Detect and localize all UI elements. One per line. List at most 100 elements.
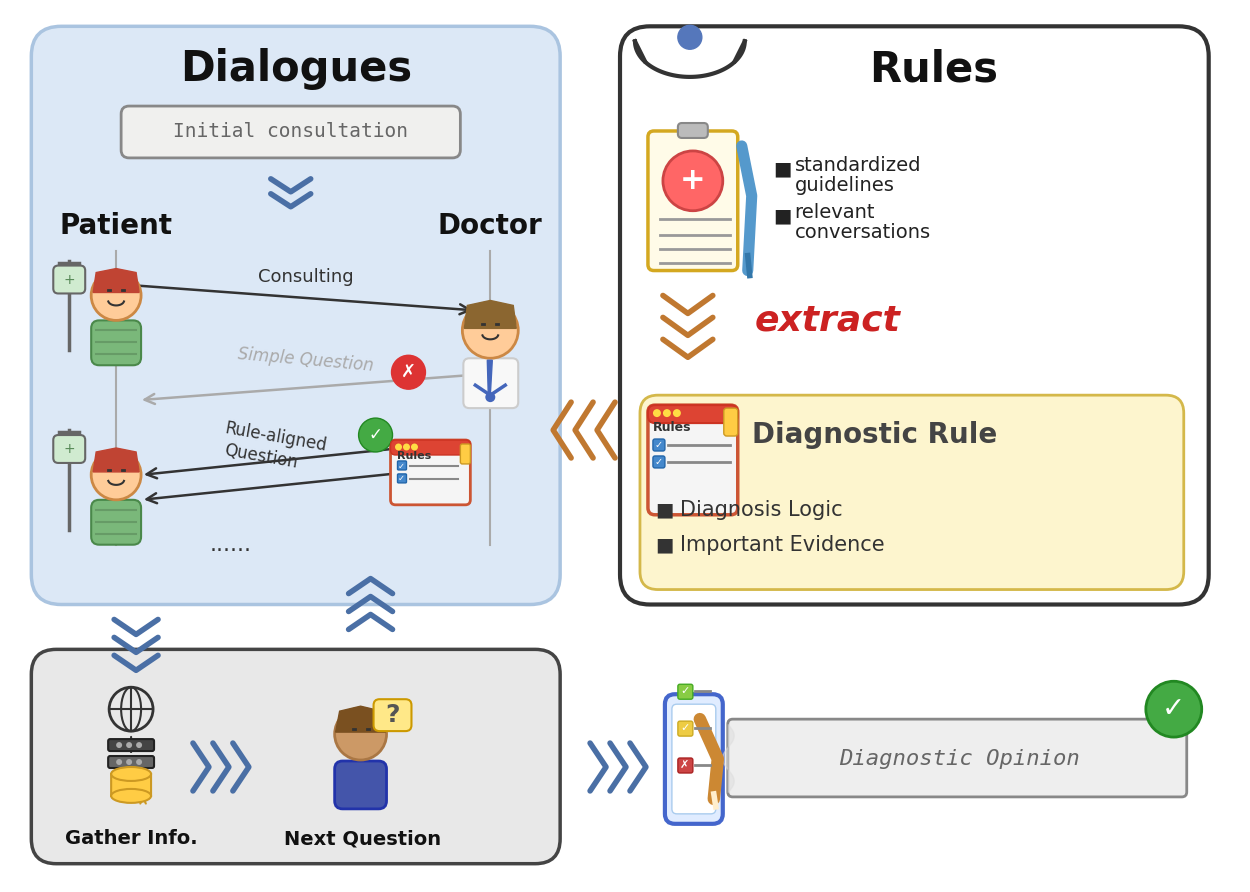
Text: Patient: Patient — [60, 211, 172, 240]
Circle shape — [91, 270, 141, 320]
Text: ✗: ✗ — [401, 363, 416, 381]
FancyBboxPatch shape — [374, 699, 411, 731]
FancyBboxPatch shape — [620, 26, 1209, 605]
Text: ✗: ✗ — [680, 760, 690, 770]
Text: standardized: standardized — [795, 156, 921, 176]
FancyBboxPatch shape — [648, 405, 738, 423]
Circle shape — [126, 742, 132, 748]
Text: Initial consultation: Initial consultation — [174, 122, 409, 142]
Text: Diagnostic Rule: Diagnostic Rule — [751, 421, 998, 449]
Circle shape — [335, 708, 386, 760]
FancyBboxPatch shape — [728, 719, 1186, 797]
FancyBboxPatch shape — [390, 440, 470, 455]
FancyBboxPatch shape — [678, 123, 707, 138]
FancyBboxPatch shape — [31, 26, 560, 605]
Circle shape — [662, 409, 671, 417]
FancyBboxPatch shape — [121, 106, 460, 158]
FancyBboxPatch shape — [109, 756, 154, 768]
FancyBboxPatch shape — [652, 439, 665, 451]
Text: ■: ■ — [655, 500, 674, 519]
FancyBboxPatch shape — [54, 266, 85, 293]
Polygon shape — [94, 448, 139, 472]
Text: ✓: ✓ — [655, 457, 662, 467]
FancyBboxPatch shape — [665, 694, 722, 824]
Text: conversations: conversations — [795, 223, 931, 242]
FancyBboxPatch shape — [640, 395, 1184, 590]
FancyBboxPatch shape — [398, 461, 406, 470]
Circle shape — [126, 759, 132, 765]
FancyBboxPatch shape — [460, 444, 470, 464]
FancyBboxPatch shape — [111, 774, 151, 796]
Text: relevant: relevant — [795, 203, 875, 222]
Text: Rules: Rules — [870, 48, 999, 90]
FancyBboxPatch shape — [335, 761, 386, 809]
Circle shape — [402, 443, 410, 450]
Text: ✓: ✓ — [680, 723, 690, 733]
FancyBboxPatch shape — [648, 131, 738, 270]
Text: Doctor: Doctor — [438, 211, 542, 240]
FancyBboxPatch shape — [678, 721, 692, 736]
Text: ■: ■ — [774, 160, 792, 178]
Text: extract: extract — [755, 303, 900, 337]
Text: ✓: ✓ — [1162, 695, 1185, 723]
Text: Rules: Rules — [396, 451, 431, 461]
Text: ✓: ✓ — [655, 440, 662, 450]
Text: +: + — [680, 166, 706, 195]
Text: ......: ...... — [210, 534, 252, 555]
Circle shape — [116, 759, 122, 765]
FancyBboxPatch shape — [390, 440, 470, 505]
Text: Gather Info.: Gather Info. — [65, 830, 198, 848]
FancyBboxPatch shape — [678, 758, 692, 773]
Circle shape — [672, 409, 681, 417]
Circle shape — [462, 302, 519, 359]
Circle shape — [662, 151, 722, 211]
Text: ✓: ✓ — [369, 426, 382, 444]
Circle shape — [391, 355, 425, 389]
Circle shape — [485, 392, 495, 402]
FancyBboxPatch shape — [648, 405, 738, 515]
Text: Diagnosis Logic: Diagnosis Logic — [680, 500, 842, 520]
Text: Dialogues: Dialogues — [180, 48, 411, 90]
Text: ✓: ✓ — [398, 461, 405, 470]
Text: guidelines: guidelines — [795, 177, 895, 195]
FancyBboxPatch shape — [672, 704, 716, 814]
FancyBboxPatch shape — [91, 500, 141, 545]
Circle shape — [652, 409, 661, 417]
Polygon shape — [488, 360, 492, 395]
FancyBboxPatch shape — [31, 649, 560, 863]
Text: ■: ■ — [655, 535, 674, 554]
Circle shape — [395, 443, 402, 450]
Text: Next Question: Next Question — [284, 830, 441, 848]
Ellipse shape — [111, 789, 151, 803]
FancyBboxPatch shape — [678, 684, 692, 699]
Circle shape — [136, 742, 142, 748]
Polygon shape — [464, 301, 516, 328]
Text: +: + — [64, 273, 75, 286]
Text: +: + — [64, 442, 75, 456]
Text: ?: ? — [385, 703, 400, 727]
Text: Simple Question: Simple Question — [238, 345, 374, 376]
Text: Important Evidence: Important Evidence — [680, 534, 885, 555]
Circle shape — [411, 443, 418, 450]
Circle shape — [1146, 681, 1201, 737]
Text: Diagnostic Opinion: Diagnostic Opinion — [839, 749, 1080, 769]
FancyBboxPatch shape — [91, 320, 141, 365]
Polygon shape — [336, 706, 385, 732]
Circle shape — [678, 25, 701, 49]
FancyBboxPatch shape — [724, 409, 738, 436]
Ellipse shape — [111, 767, 151, 781]
FancyBboxPatch shape — [54, 435, 85, 463]
Text: ✓: ✓ — [398, 475, 405, 483]
FancyBboxPatch shape — [398, 474, 406, 483]
FancyBboxPatch shape — [464, 359, 519, 409]
Text: Consulting: Consulting — [258, 268, 354, 286]
Circle shape — [136, 759, 142, 765]
Text: Rule-aligned: Rule-aligned — [224, 419, 329, 455]
Circle shape — [359, 418, 392, 452]
Circle shape — [116, 742, 122, 748]
Text: Rules: Rules — [652, 420, 691, 434]
Polygon shape — [94, 268, 139, 293]
Text: ■: ■ — [774, 206, 792, 225]
Circle shape — [91, 450, 141, 500]
FancyBboxPatch shape — [109, 739, 154, 751]
